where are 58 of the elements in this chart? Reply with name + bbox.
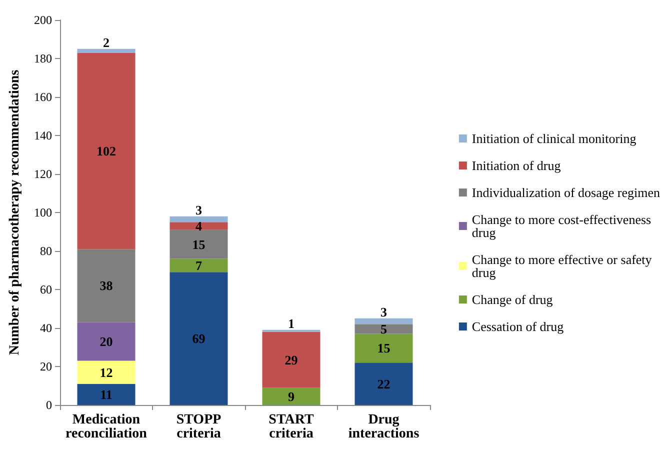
- bar: [77, 52, 136, 250]
- bar: [354, 362, 413, 405]
- y-tick-label: 180: [34, 52, 52, 66]
- data-label: 15: [192, 236, 206, 252]
- y-tick-label: 0: [46, 398, 52, 412]
- data-label: 38: [100, 278, 114, 294]
- x-tick-label: Drug interactions: [348, 412, 420, 442]
- data-label: 22: [377, 376, 390, 392]
- bar: [170, 222, 228, 230]
- bar: [354, 334, 413, 363]
- bar: [77, 384, 136, 405]
- bar: [354, 324, 413, 334]
- data-label: 29: [284, 352, 298, 368]
- data-label: 3: [196, 202, 202, 218]
- data-label: 102: [96, 143, 116, 158]
- x-tick-label: STOPP criteria: [176, 412, 222, 442]
- data-label: 20: [100, 334, 113, 349]
- y-tick-label: 200: [34, 13, 52, 27]
- data-label: 1: [288, 316, 294, 331]
- data-label: 3: [380, 304, 388, 320]
- y-tick-label: 140: [34, 128, 52, 142]
- legend-label: Initiation of drug: [472, 158, 562, 173]
- bar: [170, 272, 228, 405]
- bar: [170, 216, 228, 222]
- data-label: 5: [380, 321, 388, 336]
- data-label: 7: [196, 258, 202, 273]
- legend-label: Initiation of clinical monitoring: [472, 131, 637, 146]
- y-tick-label: 40: [40, 321, 52, 335]
- y-tick-label: 120: [34, 167, 52, 181]
- data-label: 15: [377, 340, 391, 356]
- y-tick-label: 100: [34, 206, 52, 220]
- data-label: 11: [100, 386, 112, 402]
- bar: [262, 388, 320, 405]
- bar: [262, 332, 320, 388]
- legend-label: Individualization of dosage regimen: [472, 185, 660, 200]
- bar: [354, 318, 413, 324]
- data-label: 9: [288, 388, 295, 404]
- legend-label: Change of drug: [472, 292, 554, 307]
- bar: [77, 249, 136, 322]
- data-label: 4: [196, 218, 202, 234]
- y-axis-title: Number of pharmacotherapy recommendations: [8, 69, 22, 356]
- x-tick-label: Medication reconciliation: [66, 412, 148, 442]
- bar: [77, 360, 136, 384]
- legend-label: Cessation of drug: [472, 319, 564, 334]
- bar: [77, 48, 136, 53]
- data-label: 69: [192, 331, 206, 346]
- y-tick-label: 80: [40, 244, 52, 258]
- y-tick-label: 160: [34, 90, 52, 104]
- y-tick-label: 60: [40, 282, 52, 296]
- x-tick-label: START criteria: [268, 412, 314, 442]
- bar: [170, 258, 228, 272]
- data-label: 2: [103, 34, 110, 50]
- data-label: 12: [100, 364, 113, 380]
- legend-label: Change to more cost-effectiveness drug: [472, 212, 654, 240]
- y-tick-label: 20: [40, 360, 52, 374]
- legend-label: Change to more effective or safety drug: [472, 252, 656, 280]
- bar: [170, 230, 228, 259]
- bar: [77, 322, 136, 361]
